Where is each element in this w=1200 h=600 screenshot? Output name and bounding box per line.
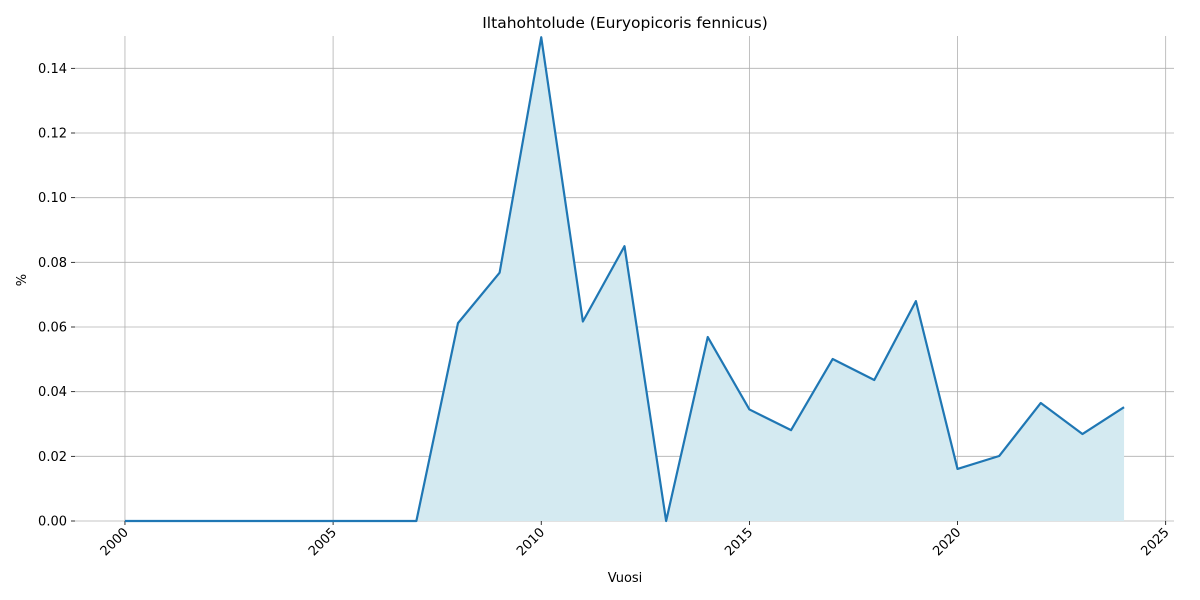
y-tick-label: 0.10 <box>38 191 67 206</box>
area <box>124 37 1125 521</box>
x-tick-label: 2015 <box>722 525 756 559</box>
x-axis-label: Vuosi <box>608 571 643 586</box>
y-tick-label: 0.02 <box>38 450 67 465</box>
y-tick-label: 0.06 <box>38 321 67 336</box>
line <box>124 36 1125 523</box>
x-tick-label: 2025 <box>1138 525 1172 559</box>
y-tick-label: 0.08 <box>38 256 67 271</box>
y-tick-label: 0.04 <box>38 385 67 400</box>
x-tick-label: 2005 <box>306 525 340 559</box>
y-tick-label: 0.00 <box>38 515 67 530</box>
chart-title: Iltahohtolude (Euryopicoris fennicus) <box>482 14 768 32</box>
y-tick-label: 0.12 <box>38 127 67 142</box>
x-tick-label: 2010 <box>514 525 548 559</box>
y-tick-label: 0.14 <box>38 62 67 77</box>
x-tick-label: 2000 <box>98 525 132 559</box>
y-axis-label: % <box>15 274 30 286</box>
x-tick-label: 2020 <box>930 525 964 559</box>
